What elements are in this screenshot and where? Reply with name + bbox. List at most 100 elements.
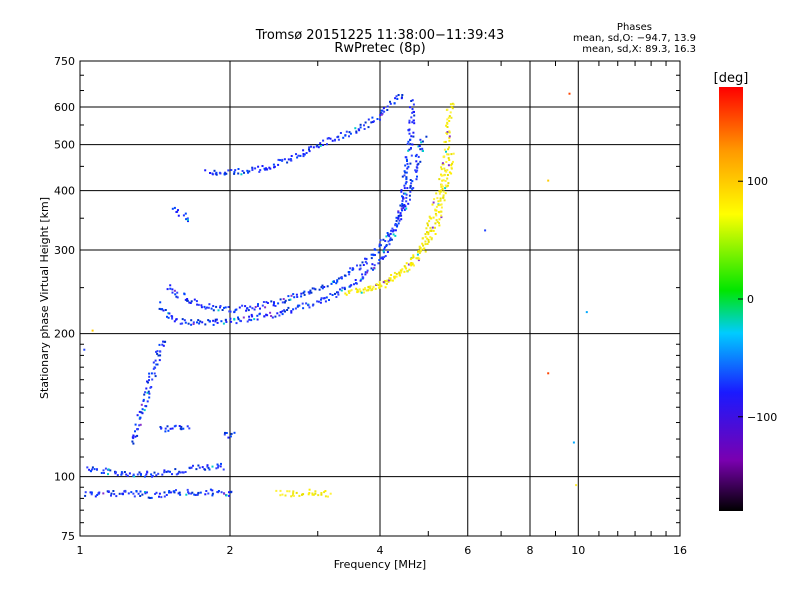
data-point [228, 491, 230, 494]
data-point [389, 237, 392, 240]
data-point [444, 180, 447, 182]
data-point [177, 472, 180, 475]
data-point [256, 318, 259, 321]
data-point [199, 491, 202, 494]
data-point [120, 473, 123, 476]
stats-o-mode: mean, sd,O: −94.7, 13.9 [573, 33, 696, 44]
data-point [322, 297, 325, 300]
data-point [96, 468, 98, 471]
data-point [288, 299, 291, 301]
data-point [215, 318, 218, 321]
y-tick-label: 750 [54, 55, 75, 68]
data-point [446, 123, 449, 125]
data-point [187, 322, 190, 325]
data-point [198, 322, 201, 325]
data-point [388, 277, 391, 280]
data-point [407, 140, 410, 143]
data-point [175, 295, 178, 298]
data-point [264, 306, 267, 309]
data-point [348, 285, 351, 288]
data-point [221, 309, 224, 311]
data-point [173, 491, 176, 494]
data-point [420, 249, 423, 252]
data-point [112, 490, 115, 492]
data-point [402, 192, 405, 195]
data-point [276, 312, 279, 315]
data-point [183, 293, 186, 296]
data-point [362, 288, 365, 291]
data-point [103, 472, 105, 474]
data-point [442, 179, 445, 182]
data-point [405, 176, 408, 179]
data-point [446, 121, 449, 124]
data-point [360, 278, 363, 281]
data-point [351, 267, 354, 270]
data-point [91, 468, 93, 471]
data-point [404, 192, 407, 195]
data-point [440, 183, 443, 186]
data-point [400, 207, 403, 210]
y-tick-label: 200 [54, 328, 75, 341]
data-point [394, 97, 397, 100]
data-point [282, 298, 285, 300]
data-point [225, 494, 228, 497]
data-point [237, 172, 240, 175]
data-point [447, 148, 450, 151]
data-point [215, 467, 218, 470]
data-point [388, 243, 391, 246]
colorbar-ticks: 100 0 −100 [738, 175, 777, 424]
data-point [340, 276, 343, 279]
data-point [296, 305, 299, 308]
data-point [397, 211, 400, 214]
data-point [154, 375, 157, 378]
data-point [204, 307, 207, 310]
data-point [229, 317, 232, 320]
data-point [207, 319, 210, 322]
data-point [364, 271, 367, 274]
data-point [380, 113, 383, 116]
data-point [257, 165, 260, 168]
data-point [161, 308, 164, 311]
data-point [190, 323, 193, 326]
data-point [90, 493, 93, 496]
data-point [370, 257, 373, 260]
data-point [175, 473, 178, 476]
data-point [410, 262, 413, 264]
data-point [292, 308, 295, 311]
data-point [318, 288, 321, 291]
data-point [204, 493, 207, 496]
data-point [292, 490, 295, 493]
data-point [400, 190, 403, 193]
data-point [265, 301, 268, 304]
data-point [177, 209, 179, 212]
grid-lines [79, 61, 681, 536]
data-point [446, 174, 449, 176]
data-point [160, 427, 163, 430]
data-point [450, 172, 453, 175]
data-point [440, 166, 443, 169]
data-point [208, 320, 211, 323]
data-point [367, 126, 370, 129]
data-point [168, 490, 171, 492]
data-point [286, 309, 289, 311]
data-point [370, 253, 373, 256]
data-point [404, 205, 407, 208]
data-point [263, 315, 266, 318]
data-point [270, 315, 273, 317]
data-point [400, 218, 403, 221]
data-point [196, 303, 199, 306]
data-point [345, 130, 348, 133]
data-point [411, 180, 414, 183]
data-point [401, 209, 403, 212]
data-point [436, 197, 439, 200]
data-point [440, 216, 443, 219]
data-point [446, 108, 449, 111]
data-point [308, 150, 311, 153]
data-point [416, 253, 419, 256]
data-point [416, 175, 418, 178]
data-point [184, 471, 187, 473]
data-point [361, 261, 364, 264]
data-point [400, 189, 403, 192]
data-point [215, 305, 218, 308]
